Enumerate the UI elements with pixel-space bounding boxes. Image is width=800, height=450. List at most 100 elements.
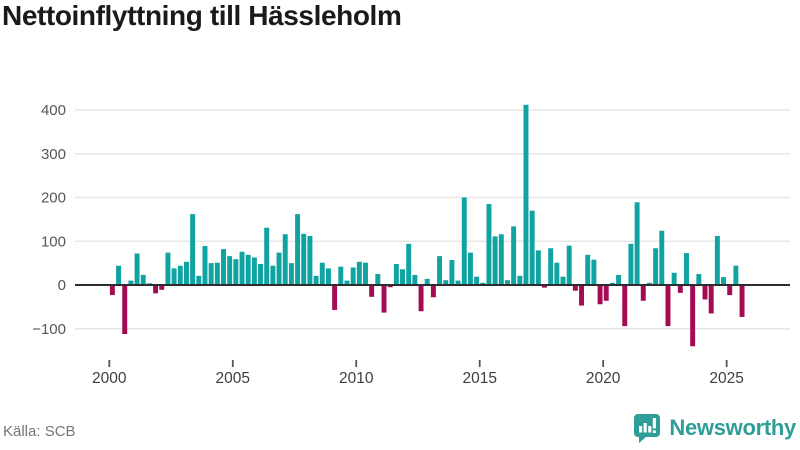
bar-2015Q2 <box>486 204 492 285</box>
bar-2008Q4 <box>325 268 331 286</box>
bar-2024Q2 <box>708 285 714 314</box>
bar-2005Q2 <box>239 251 245 285</box>
bar-2000Q1 <box>109 285 115 296</box>
bar-2012Q4 <box>424 278 430 286</box>
bar-2017Q3 <box>542 285 547 288</box>
bar-2024Q4 <box>721 277 727 286</box>
bar-2009Q3 <box>344 280 350 286</box>
bar-2016Q4 <box>523 104 529 285</box>
x-axis-label: 2025 <box>709 370 743 387</box>
bar-2013Q3 <box>443 280 449 285</box>
bar-2006Q4 <box>276 252 282 286</box>
bar-2022Q2 <box>659 230 665 285</box>
bar-2020Q1 <box>603 285 609 301</box>
bar-2016Q2 <box>511 226 517 286</box>
bar-2022Q3 <box>665 285 671 327</box>
logo-exclamation-dot <box>653 430 657 433</box>
y-axis-label: −100 <box>32 321 66 338</box>
bar-2014Q4 <box>474 276 480 285</box>
bar-2003Q2 <box>190 214 196 286</box>
bar-2010Q3 <box>369 285 375 297</box>
bar-2024Q1 <box>702 285 708 300</box>
bar-2019Q1 <box>579 285 585 306</box>
bar-2001Q2 <box>140 274 146 285</box>
bar-2004Q3 <box>221 249 226 286</box>
x-axis-label: 2005 <box>216 370 250 387</box>
bar-2002Q3 <box>171 268 177 286</box>
newsworthy-logo-icon <box>634 414 661 443</box>
bar-2014Q2 <box>461 197 467 285</box>
bar-2001Q4 <box>153 285 159 294</box>
bar-2020Q4 <box>622 285 628 327</box>
bar-2021Q2 <box>634 202 640 285</box>
chart-title: Nettoinflyttning till Hässleholm <box>2 0 402 31</box>
bar-2005Q1 <box>233 259 239 285</box>
bar-2017Q2 <box>535 250 541 285</box>
bar-2023Q1 <box>677 285 683 293</box>
bar-2015Q3 <box>492 236 498 285</box>
bar-2009Q4 <box>350 267 356 285</box>
bar-2007Q1 <box>282 234 288 285</box>
logo-bar-1 <box>639 426 643 433</box>
bar-2014Q1 <box>455 280 461 286</box>
bar-2020Q3 <box>616 274 622 285</box>
x-axis-label: 2020 <box>586 370 621 387</box>
bar-2007Q2 <box>288 263 294 286</box>
bar-2010Q1 <box>356 261 362 285</box>
bar-2020Q2 <box>609 282 615 285</box>
logo-bubble <box>634 414 661 443</box>
bar-2016Q1 <box>504 280 510 285</box>
bar-2011Q2 <box>387 285 393 288</box>
x-axis-label: 2000 <box>92 370 127 387</box>
bar-2005Q3 <box>245 254 251 285</box>
bar-2008Q3 <box>319 262 325 285</box>
bar-2002Q2 <box>165 252 171 286</box>
bar-2002Q1 <box>159 285 165 290</box>
logo-exclamation-stem <box>653 418 657 429</box>
y-axis-label: 0 <box>58 277 66 294</box>
bar-2018Q4 <box>572 285 578 291</box>
brand-name: Newsworthy <box>669 415 796 440</box>
bar-2013Q1 <box>430 285 436 298</box>
bar-2005Q4 <box>251 257 257 285</box>
bar-2007Q4 <box>301 233 307 285</box>
bar-2006Q2 <box>264 227 270 285</box>
bar-2018Q3 <box>566 245 572 286</box>
bar-2013Q2 <box>437 256 443 286</box>
bar-2024Q3 <box>714 236 720 285</box>
bar-2006Q3 <box>270 265 276 285</box>
logo-bar-2 <box>644 423 648 433</box>
bar-2004Q1 <box>208 263 214 286</box>
bar-2021Q3 <box>640 285 646 301</box>
x-axis-label: 2015 <box>462 370 496 387</box>
bar-2010Q4 <box>375 274 381 285</box>
x-axis-label: 2010 <box>339 370 374 387</box>
bar-2012Q1 <box>406 243 412 286</box>
bar-2000Q2 <box>116 265 122 285</box>
bar-2025Q3 <box>739 285 745 317</box>
bar-2016Q3 <box>517 275 523 285</box>
bar-2015Q1 <box>480 282 486 285</box>
bar-2019Q4 <box>597 285 603 305</box>
bar-2019Q2 <box>585 254 591 285</box>
bar-2009Q2 <box>338 266 344 286</box>
bar-2011Q3 <box>393 264 399 285</box>
bar-2004Q2 <box>214 262 220 285</box>
bar-2013Q4 <box>449 260 455 285</box>
bar-2003Q1 <box>183 261 189 285</box>
logo-bar-3 <box>648 426 652 433</box>
bar-2021Q1 <box>628 243 634 286</box>
bar-2000Q3 <box>122 285 128 334</box>
bar-2012Q3 <box>418 285 424 312</box>
bar-2014Q3 <box>467 252 473 286</box>
source-label: Källa: SCB <box>3 423 76 440</box>
y-axis-label: 200 <box>41 190 66 207</box>
bar-2010Q2 <box>363 262 368 285</box>
y-axis-label: 100 <box>41 233 66 250</box>
bar-2004Q4 <box>227 256 233 286</box>
y-axis-label: 400 <box>41 102 66 119</box>
bar-2007Q3 <box>295 214 301 286</box>
bar-2018Q2 <box>560 276 566 285</box>
bar-2002Q4 <box>177 265 183 285</box>
bar-2017Q1 <box>529 210 535 286</box>
